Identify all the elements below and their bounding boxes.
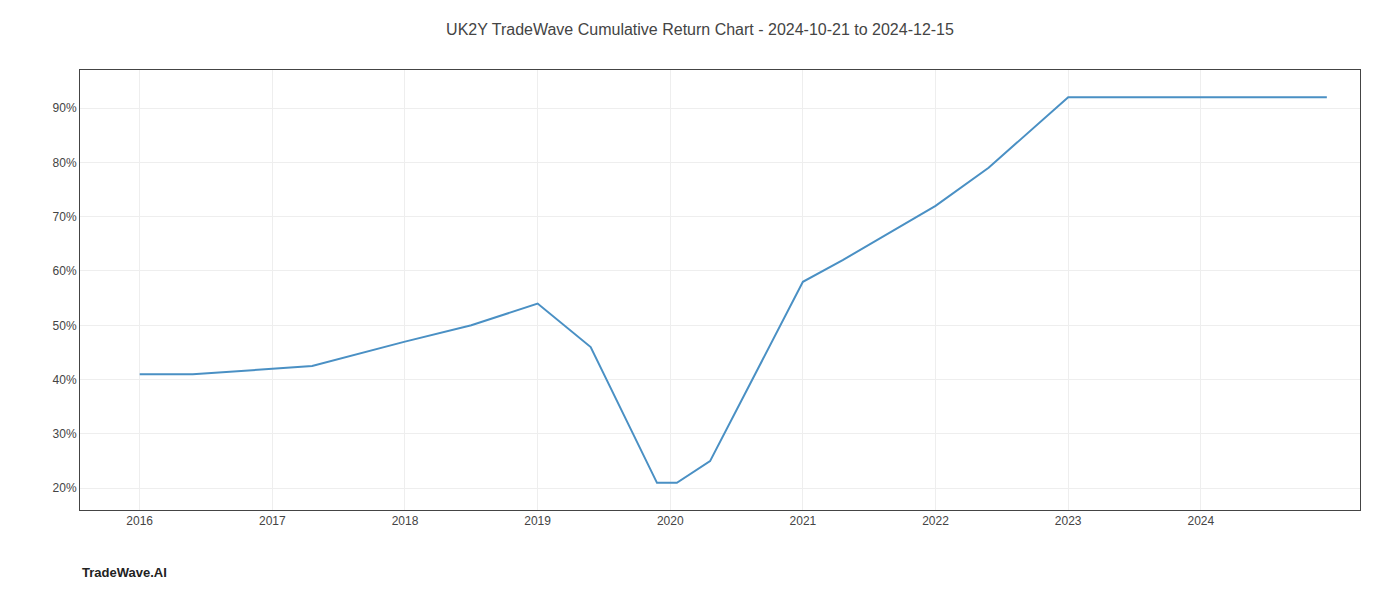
svg-text:40%: 40% <box>53 373 77 387</box>
svg-text:TradeWave.AI: TradeWave.AI <box>82 565 167 580</box>
svg-text:20%: 20% <box>53 481 77 495</box>
svg-text:2016: 2016 <box>126 514 153 528</box>
svg-text:2018: 2018 <box>392 514 419 528</box>
svg-text:90%: 90% <box>53 101 77 115</box>
svg-text:30%: 30% <box>53 427 77 441</box>
svg-text:2020: 2020 <box>657 514 684 528</box>
svg-text:60%: 60% <box>53 264 77 278</box>
svg-text:50%: 50% <box>53 319 77 333</box>
svg-text:2019: 2019 <box>524 514 551 528</box>
svg-text:UK2Y TradeWave Cumulative Retu: UK2Y TradeWave Cumulative Return Chart -… <box>446 21 954 38</box>
svg-text:2017: 2017 <box>259 514 286 528</box>
svg-text:2024: 2024 <box>1187 514 1214 528</box>
svg-text:80%: 80% <box>53 156 77 170</box>
svg-text:2022: 2022 <box>922 514 949 528</box>
svg-text:2021: 2021 <box>790 514 817 528</box>
svg-text:70%: 70% <box>53 210 77 224</box>
svg-text:2023: 2023 <box>1055 514 1082 528</box>
